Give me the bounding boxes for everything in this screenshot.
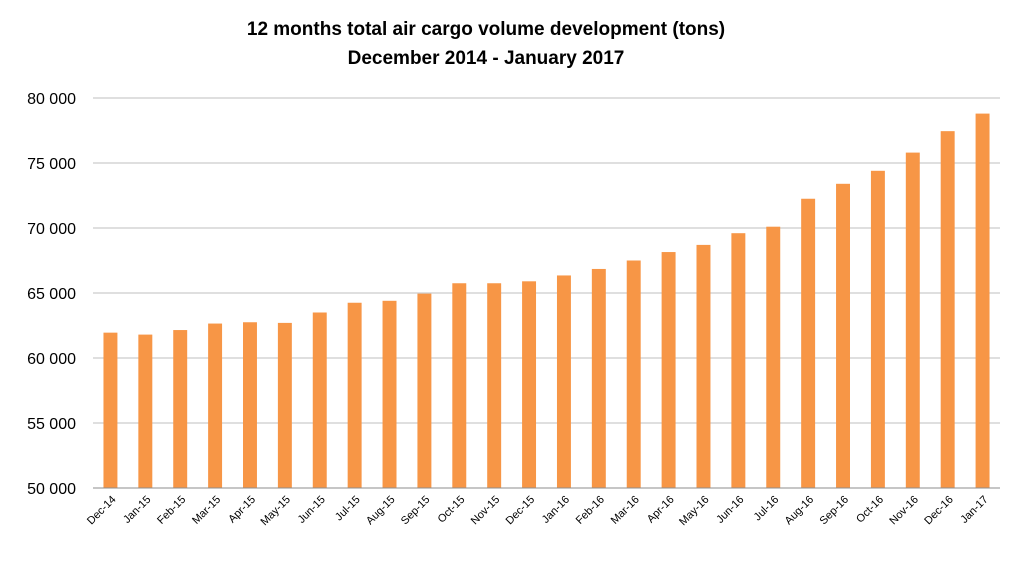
bar: [905, 152, 920, 488]
x-tick-label: Jan-17: [958, 494, 990, 526]
x-tick-label: Feb-15: [155, 494, 188, 527]
bar: [591, 268, 606, 488]
bar: [940, 131, 955, 488]
x-tick-label: Nov-16: [887, 494, 921, 528]
bar: [801, 198, 816, 488]
x-tick-label: Mar-16: [609, 494, 642, 527]
bar: [696, 244, 711, 488]
bar: [103, 332, 118, 488]
chart-title: 12 months total air cargo volume develop…: [247, 19, 725, 40]
bar: [277, 322, 292, 488]
bar: [243, 322, 257, 488]
x-tick-label: Feb-16: [574, 494, 607, 527]
x-tick-label: Jul-16: [752, 494, 782, 524]
y-tick-label: 60 000: [27, 351, 76, 368]
bar: [836, 183, 850, 489]
x-tick-label: Dec-15: [504, 494, 538, 528]
bar: [522, 281, 537, 488]
y-tick-label: 75 000: [27, 156, 76, 173]
x-tick-label: Sep-16: [818, 494, 852, 528]
y-tick-label: 55 000: [27, 416, 76, 433]
bar: [312, 312, 327, 488]
x-tick-label: Oct-15: [436, 494, 468, 526]
bar: [452, 283, 467, 488]
bar: [626, 260, 641, 488]
bar: [417, 293, 432, 488]
bar: [347, 302, 362, 488]
x-tick-label: Aug-16: [783, 494, 817, 528]
y-axis-tick-labels: 50 000 55 000 60 000 65 000 70 000 75 000 80 0…: [27, 91, 76, 498]
x-tick-label: Jul-15: [333, 494, 363, 524]
x-tick-label: May-15: [259, 494, 293, 528]
bar: [731, 233, 746, 488]
bar: [173, 330, 188, 488]
x-tick-label: Aug-15: [364, 494, 398, 528]
x-tick-label: Jun-16: [714, 494, 746, 526]
bar: [208, 323, 223, 488]
y-tick-label: 80 000: [27, 91, 76, 108]
bar: [975, 113, 990, 488]
bar: [870, 170, 885, 489]
x-tick-label: Oct-16: [854, 494, 886, 526]
x-tick-label: Dec-16: [922, 494, 956, 528]
x-tick-label: Apr-16: [645, 494, 677, 526]
x-tick-label: Dec-14: [85, 494, 119, 528]
bar: [487, 283, 502, 488]
bar: [766, 226, 781, 488]
x-tick-label: Sep-15: [399, 494, 433, 528]
y-tick-label: 65 000: [27, 286, 76, 303]
x-axis-tick-labels: Dec-14 Jan-15 Feb-15 Mar-15 Apr-15 May-15 Jun-…: [85, 494, 991, 528]
x-tick-label: Mar-15: [190, 494, 223, 527]
y-tick-label: 50 000: [27, 481, 76, 498]
x-tick-label: Jan-16: [540, 494, 572, 526]
x-tick-label: Apr-15: [226, 494, 258, 526]
chart-subtitle: December 2014 - January 2017: [348, 48, 625, 69]
bars: [103, 113, 990, 489]
y-tick-label: 70 000: [27, 221, 76, 238]
bar: [661, 252, 676, 488]
x-tick-label: May-16: [677, 494, 711, 528]
bar: [138, 334, 153, 488]
x-tick-label: Jan-15: [121, 494, 153, 526]
bar: [382, 300, 397, 488]
x-tick-label: Jun-15: [296, 494, 328, 526]
bar: [556, 275, 571, 488]
x-tick-label: Nov-15: [469, 494, 503, 528]
grid-lines: [93, 97, 1000, 424]
